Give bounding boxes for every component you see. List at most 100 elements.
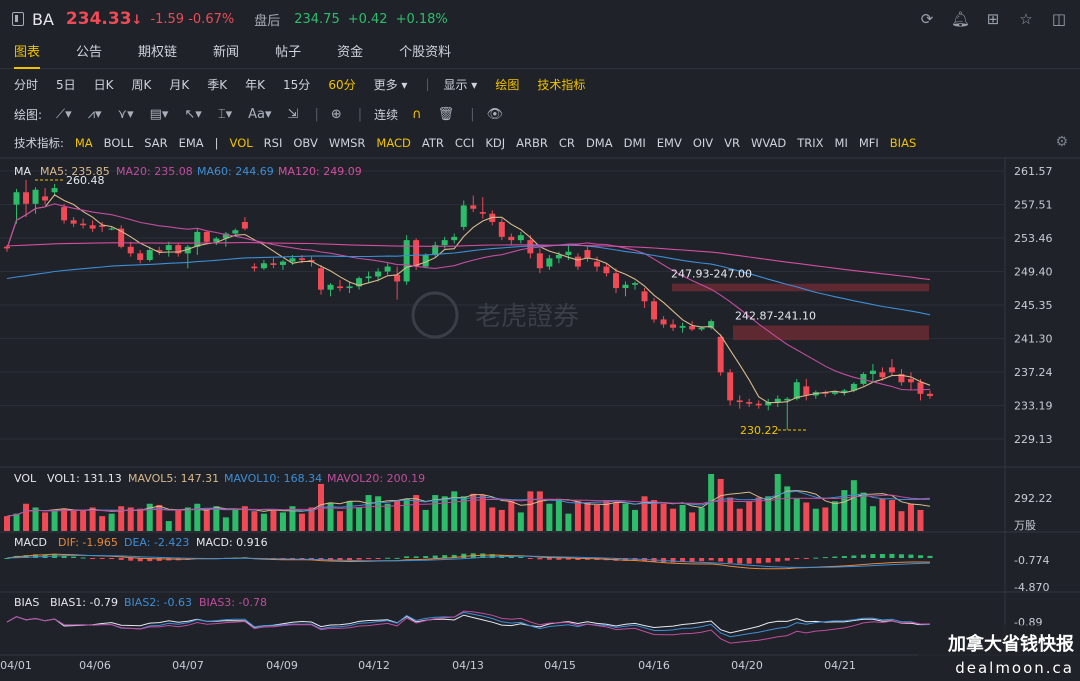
- indicator-sub-cci[interactable]: CCI: [454, 136, 475, 150]
- cursor-tool-icon[interactable]: ⌶▾: [217, 106, 233, 122]
- period-3[interactable]: 周K: [131, 77, 152, 92]
- volume-bar: [356, 507, 363, 531]
- date-label: 04/16: [638, 659, 670, 672]
- indicator-main-ma[interactable]: MA: [74, 136, 93, 150]
- indicator-sub-kdj[interactable]: KDJ: [485, 136, 506, 150]
- grid-icon[interactable]: ⊞: [986, 10, 1000, 28]
- macd-bar: [4, 558, 10, 559]
- tab-3[interactable]: 新闻: [213, 45, 240, 60]
- indicator-sub-cr[interactable]: CR: [558, 136, 575, 150]
- panel-icon[interactable]: ◫: [1051, 10, 1067, 28]
- text-tool-icon[interactable]: Aa▾: [248, 106, 272, 122]
- period-2[interactable]: 日K: [93, 77, 114, 92]
- indicator-main-ema[interactable]: EMA: [178, 136, 204, 150]
- continuous-label[interactable]: 连续: [374, 107, 399, 122]
- bias-legend-title: BIAS: [14, 596, 39, 609]
- period-8[interactable]: 60分: [328, 77, 356, 92]
- candle-body: [441, 240, 448, 246]
- indicator-main-sar[interactable]: SAR: [144, 136, 168, 150]
- tab-0[interactable]: 图表: [14, 38, 41, 69]
- bias1-line: [6, 614, 931, 634]
- magnet-icon[interactable]: ∩: [412, 106, 422, 122]
- indicator-sub-obv[interactable]: OBV: [293, 136, 318, 150]
- period-bar: 分时 5日 日K 周K 月K 季K 年K 15分 60分 更多 ▾ | 显示 ▾ 绘图 技术指标: [0, 70, 603, 98]
- volume-bar: [898, 511, 905, 531]
- period-extra-3[interactable]: 技术指标: [537, 77, 586, 92]
- indicator-sub-dmi[interactable]: DMI: [623, 136, 646, 150]
- indicator-sub-bias[interactable]: BIAS: [889, 136, 917, 150]
- indicator-sub-rsi[interactable]: RSI: [263, 136, 283, 150]
- indicator-sub-trix[interactable]: TRIX: [797, 136, 824, 150]
- candle-body: [165, 245, 172, 251]
- gear-icon[interactable]: ⚙: [1055, 134, 1068, 150]
- indicator-sub-atr[interactable]: ATR: [421, 136, 444, 150]
- indicator-sub-emv[interactable]: EMV: [656, 136, 682, 150]
- volume-bar: [670, 508, 677, 531]
- tab-6[interactable]: 个股资料: [399, 45, 452, 60]
- channel-tool-icon[interactable]: ⩘▾: [87, 106, 102, 122]
- refresh-icon[interactable]: ⟳: [920, 10, 934, 28]
- period-4[interactable]: 月K: [169, 77, 190, 92]
- tab-1[interactable]: 公告: [76, 45, 103, 60]
- indicator-sub-mi[interactable]: MI: [834, 136, 848, 150]
- tab-5[interactable]: 资金: [337, 45, 364, 60]
- trash-icon[interactable]: 🗑︎: [437, 106, 455, 122]
- eye-icon[interactable]: 👁︎: [486, 106, 504, 122]
- indicator-sub-mfi[interactable]: MFI: [858, 136, 879, 150]
- period-extra-2[interactable]: 绘图: [495, 77, 520, 92]
- indicator-main-boll[interactable]: BOLL: [103, 136, 134, 150]
- indicator-sub-dma[interactable]: DMA: [585, 136, 613, 150]
- zoom-icon[interactable]: ⊕: [330, 106, 342, 122]
- line-tool-icon[interactable]: ⟋▾: [56, 106, 72, 122]
- arrow-tool-icon[interactable]: ↖▾: [184, 106, 202, 122]
- volume-bar: [13, 513, 20, 531]
- volume-bar: [270, 509, 277, 531]
- indicator-sub-wmsr[interactable]: WMSR: [328, 136, 366, 150]
- macd-bar: [765, 558, 771, 563]
- candle-body: [708, 321, 715, 328]
- period-0[interactable]: 分时: [14, 77, 39, 92]
- macd-bar: [898, 554, 904, 558]
- indicator-sub-macd[interactable]: MACD: [376, 136, 411, 150]
- period-1[interactable]: 5日: [56, 77, 76, 92]
- volume-bar: [137, 508, 144, 531]
- volume-bar: [403, 498, 410, 531]
- bell-icon[interactable]: 🔔︎: [951, 10, 971, 28]
- candle-body: [270, 263, 277, 265]
- wave-tool-icon[interactable]: ⋎▾: [117, 106, 134, 122]
- tab-2[interactable]: 期权链: [138, 45, 178, 60]
- period-extra-1[interactable]: 显示 ▾: [443, 77, 478, 92]
- period-9[interactable]: 更多 ▾: [373, 77, 408, 92]
- candle-body: [888, 367, 895, 373]
- tab-4[interactable]: 帖子: [275, 45, 302, 60]
- fib-tool-icon[interactable]: ▤▾: [149, 106, 169, 122]
- indicator-bar: 技术指标: MA BOLL SAR EMA | VOL RSI OBV WMSR MACD ATR CC…: [0, 130, 1080, 156]
- macd-bar: [61, 555, 67, 558]
- period-6[interactable]: 年K: [245, 77, 266, 92]
- site-watermark-cn: 加拿大省钱快报: [947, 633, 1074, 655]
- macd-bar: [813, 557, 819, 559]
- indicator-sub-vr[interactable]: VR: [724, 136, 740, 150]
- bias3-line: [6, 610, 931, 644]
- sidebar-toggle-icon[interactable]: [12, 12, 24, 26]
- indicator-sub-vol[interactable]: VOL: [229, 136, 253, 150]
- period-7[interactable]: 15分: [283, 77, 311, 92]
- period-5[interactable]: 季K: [207, 77, 228, 92]
- indicator-sub-wvad[interactable]: WVAD: [751, 136, 787, 150]
- candle-body: [793, 382, 800, 399]
- indicator-sub-arbr[interactable]: ARBR: [516, 136, 548, 150]
- volume-bar: [917, 509, 924, 531]
- candle-body: [479, 212, 486, 214]
- macd-bar: [33, 554, 39, 558]
- volume-bar: [536, 491, 543, 531]
- candle-body: [413, 240, 420, 267]
- macd-bar: [442, 555, 448, 558]
- measure-tool-icon[interactable]: ⇲: [287, 106, 299, 122]
- macd-bar: [394, 557, 400, 559]
- indicator-sub-oiv[interactable]: OIV: [692, 136, 714, 150]
- candle-body: [774, 398, 781, 403]
- candle-body: [298, 258, 305, 260]
- macd-bar: [413, 556, 419, 558]
- star-icon[interactable]: ☆: [1019, 10, 1033, 28]
